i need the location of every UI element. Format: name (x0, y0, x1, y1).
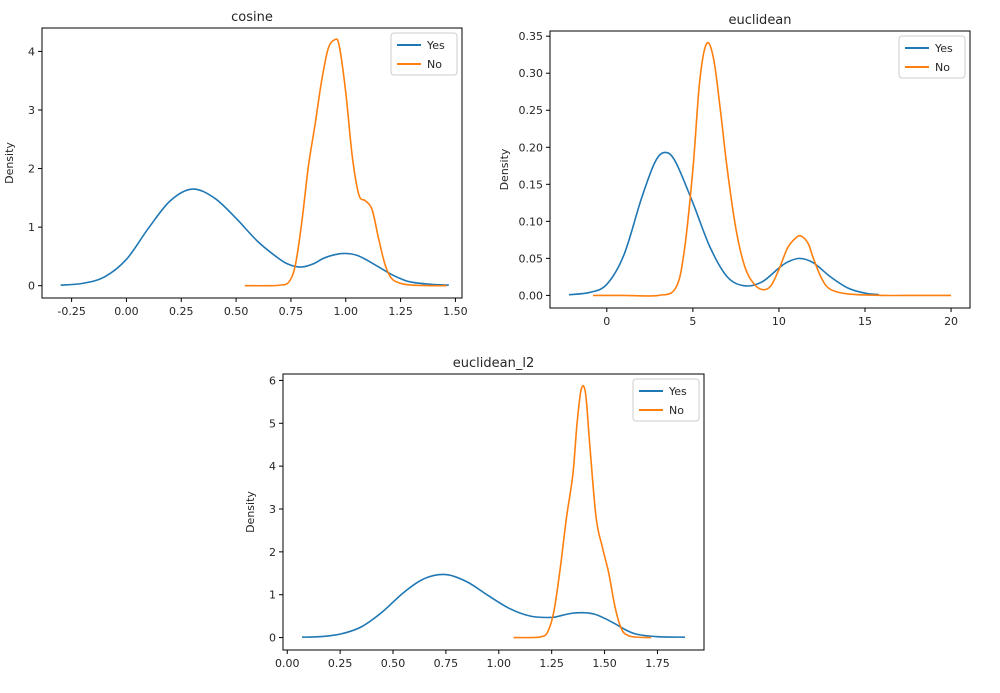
x-tick-label: 1.25 (388, 305, 413, 318)
x-tick-label: 0.75 (279, 305, 304, 318)
y-tick-label: 2 (269, 546, 276, 559)
x-tick-label: 0.50 (381, 657, 406, 670)
legend: Yes No (632, 378, 700, 422)
chart-title: euclidean (728, 13, 791, 28)
series-line-no (593, 41, 952, 297)
x-tick-label: 10 (772, 315, 786, 328)
x-tick-label: 1.00 (334, 305, 359, 318)
series-line-yes (568, 151, 879, 296)
y-tick-label: 0.00 (519, 289, 544, 302)
legend-box (632, 378, 700, 422)
series-line-no (244, 38, 447, 287)
axes-frame (549, 30, 971, 309)
y-tick-label: 0.20 (519, 141, 544, 154)
y-tick-label: 0.25 (519, 104, 544, 117)
x-tick-label: 0.25 (169, 305, 194, 318)
chart-title: cosine (231, 10, 273, 25)
y-tick-label: 2 (28, 163, 35, 176)
y-tick-label: 0 (269, 632, 276, 645)
legend-label-no: No (935, 61, 950, 74)
x-tick-label: 0 (603, 315, 610, 328)
series-line-yes (60, 188, 449, 286)
y-tick-label: 0.10 (519, 215, 544, 228)
chart-panel-3: 0.00 0.25 0.50 0.75 1.00 1.25 1.50 1.75 0 1 2 3 4 5 6 e… (244, 356, 705, 670)
y-tick-label: 3 (269, 503, 276, 516)
x-tick-label: 1.00 (487, 657, 512, 670)
y-tick-label: 0.30 (519, 67, 544, 80)
x-tick-label: 1.50 (592, 657, 617, 670)
y-tick-label: 0 (28, 280, 35, 293)
y-axis-label: Density (498, 148, 511, 190)
legend: Yes No (390, 32, 458, 76)
series-line-no (513, 384, 652, 639)
y-tick-label: 0.15 (519, 178, 544, 191)
y-tick-label: 6 (269, 374, 276, 387)
x-tick-label: 5 (689, 315, 696, 328)
y-tick-label: 4 (269, 460, 276, 473)
x-tick-label: 1.50 (443, 305, 468, 318)
legend: Yes No (898, 35, 966, 79)
legend-label-yes: Yes (934, 42, 953, 55)
x-tick-label: 0.50 (224, 305, 249, 318)
legend-label-yes: Yes (668, 385, 687, 398)
y-tick-label: 1 (28, 221, 35, 234)
x-tick-label: 20 (944, 315, 958, 328)
chart-title: euclidean_l2 (453, 356, 534, 371)
x-tick-label: 0.00 (275, 657, 300, 670)
x-tick-label: 1.75 (645, 657, 670, 670)
series-line-yes (302, 573, 685, 638)
x-tick-label: 0.25 (328, 657, 353, 670)
x-tick-label: 1.25 (539, 657, 564, 670)
legend-label-no: No (427, 58, 442, 71)
y-tick-label: 3 (28, 104, 35, 117)
y-tick-label: 4 (28, 45, 35, 58)
chart-panel-1: -0.25 0.00 0.25 0.50 0.75 1.00 1.25 1.50 0 1 2 3 4 co… (3, 10, 468, 318)
legend-box (898, 35, 966, 79)
legend-label-yes: Yes (426, 39, 445, 52)
y-tick-label: 0.35 (519, 30, 544, 43)
legend-label-no: No (669, 404, 684, 417)
y-tick-label: 5 (269, 417, 276, 430)
axes-frame (41, 27, 463, 299)
legend-box (390, 32, 458, 76)
axes-frame (282, 373, 705, 651)
chart-panel-2: 0 5 10 15 20 0.00 0.05 0.10 0.15 0.20 0.25 0.30 0.35… (498, 13, 971, 328)
y-tick-label: 0.05 (519, 252, 544, 265)
y-tick-label: 1 (269, 589, 276, 602)
x-tick-label: 15 (858, 315, 872, 328)
x-tick-label: -0.25 (57, 305, 85, 318)
x-tick-label: 0.75 (434, 657, 459, 670)
y-axis-label: Density (3, 142, 16, 184)
x-tick-label: 0.00 (114, 305, 139, 318)
y-axis-label: Density (244, 491, 257, 533)
